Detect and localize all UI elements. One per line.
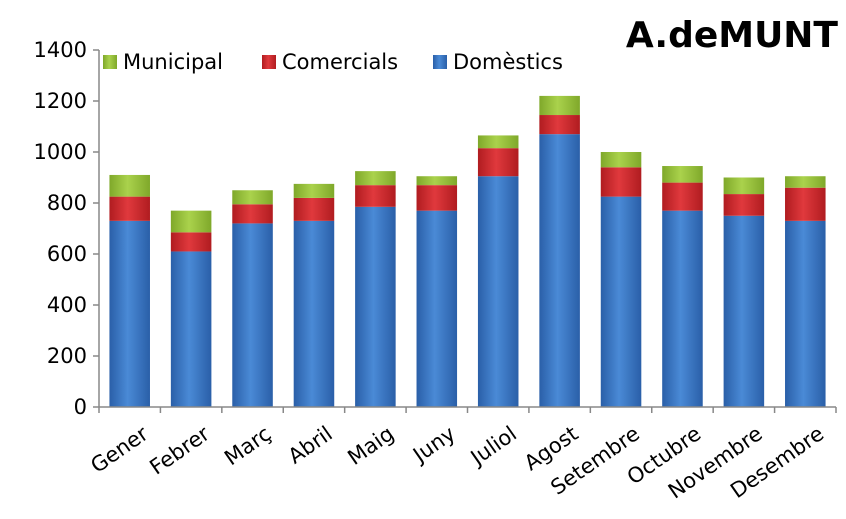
bar-segment-municipal	[416, 176, 458, 186]
bar-segment-comercials	[662, 182, 703, 211]
y-axis: 0 200 400 600 800 1000 1200 1400	[34, 38, 100, 419]
y-tick-label: 400	[47, 293, 87, 317]
bar-segment-municipal	[539, 95, 580, 116]
y-tick-label: 200	[47, 344, 87, 368]
x-tick-label: Abril	[284, 421, 337, 468]
y-tick-label: 0	[74, 395, 87, 419]
chart-title: A.deMUNT	[626, 15, 839, 56]
y-tick-label: 1200	[34, 89, 87, 113]
bar-segment-domèstics	[355, 206, 396, 407]
bar-segment-municipal	[600, 152, 642, 168]
legend-swatch-municipal	[103, 55, 117, 69]
y-tick-label: 800	[47, 191, 87, 215]
bar-segment-municipal	[477, 135, 519, 149]
bar-segment-comercials	[539, 115, 580, 135]
bar-segment-comercials	[293, 197, 335, 221]
x-tick-label: Juny	[407, 421, 459, 468]
y-tick-label: 600	[47, 242, 87, 266]
bar-segment-municipal	[355, 171, 396, 186]
bar-segment-comercials	[416, 185, 458, 211]
bar-segment-municipal	[109, 174, 150, 197]
bar-segment-municipal	[723, 177, 765, 195]
bar-segment-domèstics	[785, 220, 826, 407]
bar-segment-domèstics	[539, 134, 580, 407]
y-tick-label: 1400	[34, 38, 87, 62]
bar-segment-comercials	[109, 196, 150, 221]
bar-segment-comercials	[600, 167, 642, 197]
x-tick-label: Març	[220, 421, 275, 470]
bar-segment-comercials	[355, 185, 396, 207]
bar-segment-domèstics	[232, 223, 273, 407]
x-tick-label: Gener	[86, 421, 153, 478]
bar-segment-domèstics	[477, 176, 519, 407]
bar-segment-domèstics	[723, 215, 765, 407]
x-tick-label: Juliol	[465, 421, 521, 470]
bar-segment-municipal	[785, 176, 826, 188]
x-tick-label: Maig	[343, 421, 398, 469]
bar-segment-municipal	[662, 166, 703, 183]
legend-swatch-domèstics	[433, 55, 447, 69]
bar-segment-comercials	[170, 232, 212, 252]
legend-label-domèstics: Domèstics	[453, 50, 563, 74]
legend-label-municipal: Municipal	[123, 50, 223, 74]
x-tick-label: Febrer	[145, 421, 214, 479]
bar-segment-comercials	[723, 194, 765, 216]
bar-segment-domèstics	[600, 196, 642, 407]
bar-segment-municipal	[170, 210, 212, 233]
bar-segment-domèstics	[293, 220, 335, 407]
bar-segment-domèstics	[109, 220, 150, 407]
bar-segment-domèstics	[416, 210, 458, 407]
bar-segment-domèstics	[662, 210, 703, 407]
legend-label-comercials: Comercials	[282, 50, 398, 74]
bar-segment-municipal	[293, 183, 335, 198]
bar-segment-comercials	[232, 204, 273, 224]
bar-segment-comercials	[477, 148, 519, 177]
legend-swatch-comercials	[262, 55, 276, 69]
y-tick-label: 1000	[34, 140, 87, 164]
bar-segment-comercials	[785, 187, 826, 221]
bar-segment-municipal	[232, 190, 273, 205]
bars	[109, 95, 826, 407]
legend: Municipal Comercials Domèstics	[103, 50, 563, 74]
bar-segment-domèstics	[170, 251, 212, 407]
